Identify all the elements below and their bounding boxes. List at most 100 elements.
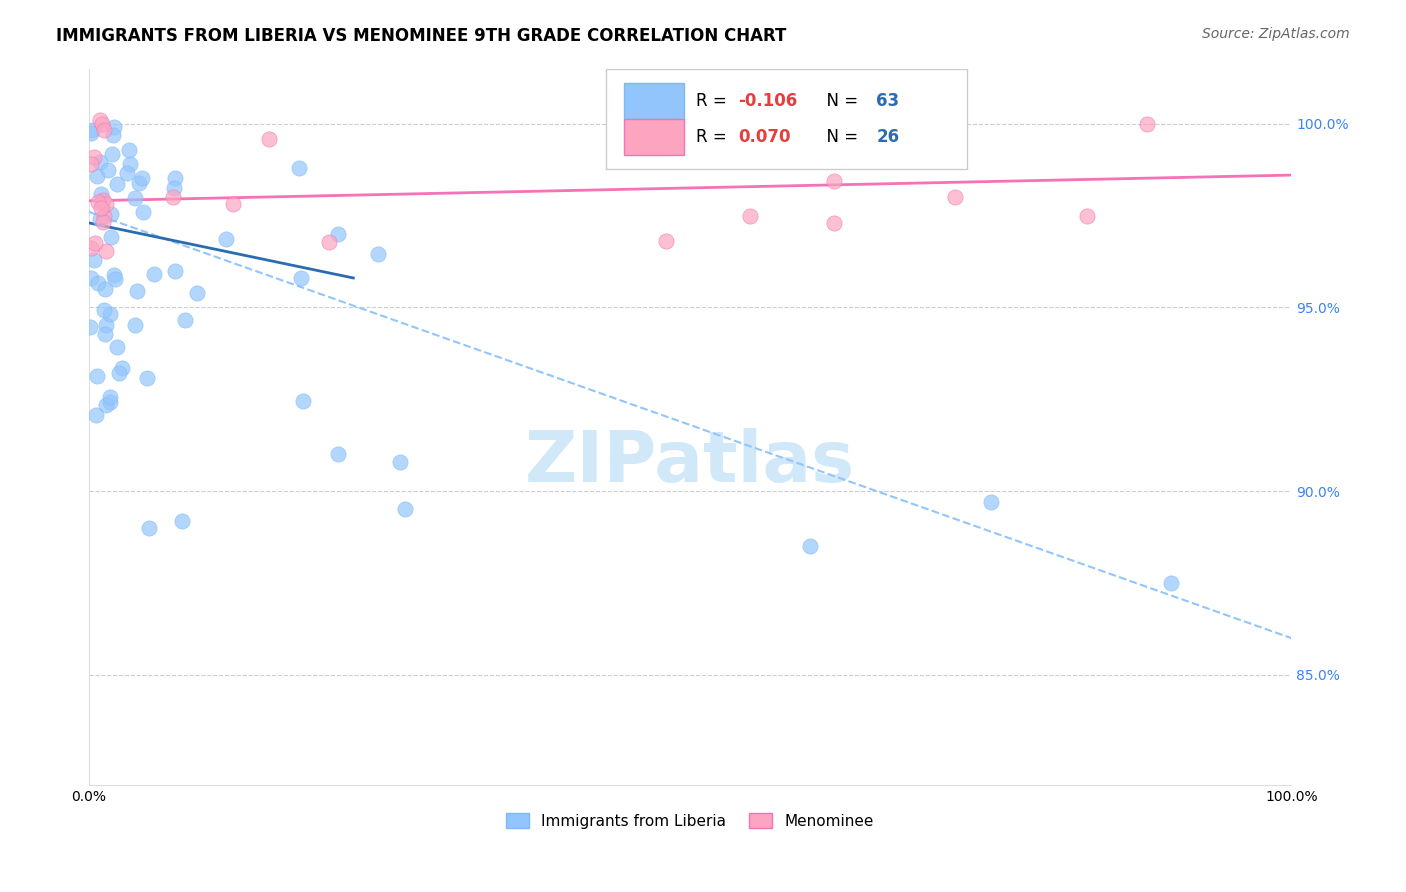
- Text: N =: N =: [817, 92, 863, 110]
- Text: 0.070: 0.070: [738, 128, 790, 145]
- Point: [108, 366, 131, 380]
- Point: [100, 207, 122, 221]
- Point: [389, 455, 412, 469]
- Text: -0.106: -0.106: [738, 92, 797, 110]
- Point: [91, 215, 114, 229]
- Text: IMMIGRANTS FROM LIBERIA VS MENOMINEE 9TH GRADE CORRELATION CHART: IMMIGRANTS FROM LIBERIA VS MENOMINEE 9TH…: [56, 27, 786, 45]
- Point: [98, 394, 121, 409]
- Point: [318, 235, 340, 249]
- Point: [165, 264, 187, 278]
- Point: [90, 201, 112, 215]
- Point: [117, 166, 139, 180]
- Point: [163, 181, 186, 195]
- Point: [97, 163, 120, 178]
- Point: [91, 117, 114, 131]
- Point: [823, 216, 845, 230]
- Point: [89, 112, 111, 127]
- Point: [86, 195, 108, 210]
- Point: [740, 209, 762, 223]
- Point: [943, 190, 966, 204]
- Text: Source: ZipAtlas.com: Source: ZipAtlas.com: [1202, 27, 1350, 41]
- Point: [1160, 576, 1182, 591]
- Point: [326, 447, 349, 461]
- Point: [105, 340, 128, 354]
- Point: [222, 197, 245, 211]
- Point: [79, 320, 101, 334]
- Point: [86, 369, 108, 384]
- Point: [84, 236, 107, 251]
- Point: [100, 230, 122, 244]
- Point: [104, 272, 127, 286]
- Point: [103, 120, 125, 134]
- Point: [86, 169, 108, 184]
- Point: [101, 146, 124, 161]
- Text: N =: N =: [817, 128, 863, 145]
- Point: [132, 204, 155, 219]
- Text: 63: 63: [876, 92, 900, 110]
- FancyBboxPatch shape: [624, 83, 685, 119]
- Text: 26: 26: [876, 128, 900, 145]
- Point: [91, 194, 114, 209]
- Point: [94, 398, 117, 412]
- Point: [80, 157, 103, 171]
- Point: [291, 393, 314, 408]
- Point: [186, 285, 208, 300]
- Point: [83, 150, 105, 164]
- Point: [103, 268, 125, 283]
- Point: [111, 360, 134, 375]
- FancyBboxPatch shape: [606, 69, 967, 169]
- Point: [215, 232, 238, 246]
- Point: [80, 122, 103, 136]
- Point: [89, 155, 111, 169]
- Point: [80, 271, 103, 285]
- Point: [740, 153, 762, 168]
- Point: [655, 234, 678, 248]
- Point: [138, 521, 160, 535]
- Point: [290, 271, 312, 285]
- Point: [118, 157, 141, 171]
- Point: [83, 253, 105, 268]
- Point: [94, 318, 117, 332]
- Point: [117, 143, 139, 157]
- Point: [367, 247, 389, 261]
- Point: [287, 161, 309, 175]
- Point: [165, 170, 187, 185]
- Point: [980, 495, 1002, 509]
- Point: [93, 210, 115, 224]
- Point: [257, 132, 280, 146]
- Point: [1076, 209, 1098, 223]
- Point: [162, 190, 184, 204]
- Point: [127, 284, 149, 298]
- Point: [131, 170, 153, 185]
- Point: [128, 176, 150, 190]
- Point: [124, 318, 146, 332]
- FancyBboxPatch shape: [624, 119, 685, 154]
- Point: [107, 177, 129, 191]
- Point: [91, 193, 114, 207]
- Point: [143, 267, 166, 281]
- Point: [124, 191, 146, 205]
- Point: [89, 212, 111, 227]
- Point: [326, 227, 349, 242]
- Point: [172, 514, 194, 528]
- Point: [136, 371, 159, 385]
- Point: [94, 282, 117, 296]
- Point: [96, 244, 118, 258]
- Point: [84, 409, 107, 423]
- Point: [394, 502, 416, 516]
- Point: [96, 196, 118, 211]
- Point: [799, 539, 821, 553]
- Point: [90, 187, 112, 202]
- Point: [94, 327, 117, 342]
- Point: [174, 313, 197, 327]
- Point: [1136, 117, 1159, 131]
- Legend: Immigrants from Liberia, Menominee: Immigrants from Liberia, Menominee: [501, 806, 880, 835]
- Point: [93, 123, 115, 137]
- Point: [80, 126, 103, 140]
- Point: [87, 276, 110, 290]
- Text: ZIPatlas: ZIPatlas: [524, 428, 855, 497]
- Text: R =: R =: [696, 92, 733, 110]
- Point: [823, 174, 845, 188]
- Point: [100, 307, 122, 321]
- Y-axis label: 9th Grade: 9th Grade: [0, 388, 15, 466]
